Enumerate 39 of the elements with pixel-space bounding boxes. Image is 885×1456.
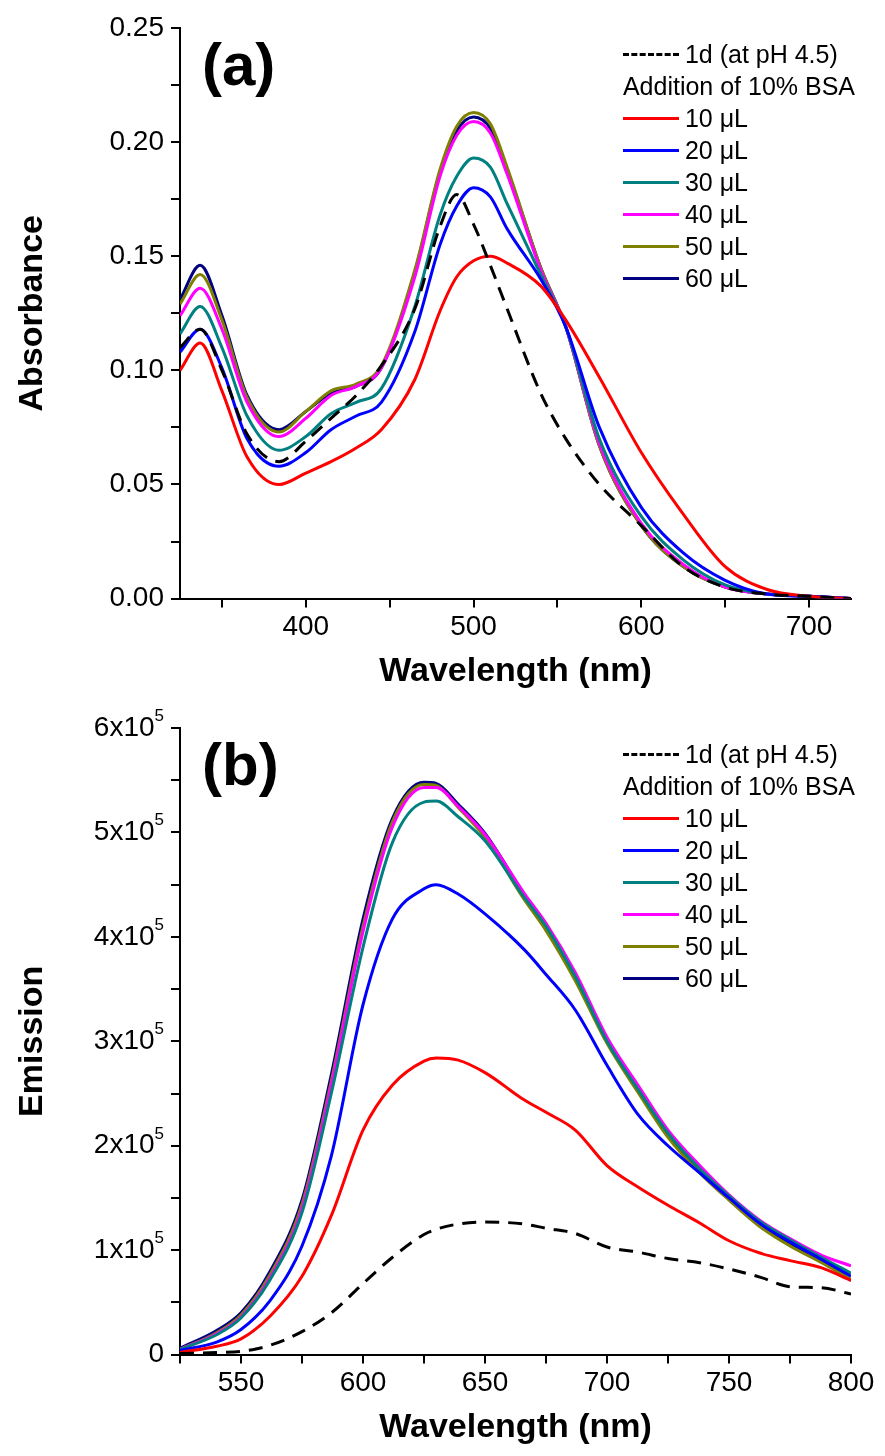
y-tick-label: 0.25 [109,10,164,42]
x-tick-label: 700 [785,610,833,642]
x-tick-label: 750 [705,1366,753,1398]
legend-label: 60 μL [684,263,748,294]
legend-label: 10 μL [684,803,748,834]
legend-label: 40 μL [684,199,748,230]
y-tick-label: 0.20 [109,124,164,156]
y-axis-title: Absorbance [10,215,49,412]
chart-title: (b) [202,730,279,799]
legend-title: Addition of 10% BSA [622,71,855,102]
legend-title: Addition of 10% BSA [622,771,855,802]
legend-label: 30 μL [684,867,748,898]
chart-title: (a) [202,30,276,99]
legend-label: 40 μL [684,899,748,930]
x-tick-label: 400 [282,610,330,642]
legend-label: 60 μL [684,963,748,994]
legend-label: 50 μL [684,931,748,962]
y-tick-label: 0 [148,1337,165,1369]
legend-label: 30 μL [684,167,748,198]
x-tick-label: 700 [583,1366,631,1398]
y-tick-label: 0.15 [109,238,164,270]
y-tick-label: 0.05 [109,467,164,499]
y-tick-label: 0.00 [109,581,164,613]
legend-label: 50 μL [684,231,748,262]
x-tick-label: 650 [461,1366,509,1398]
legend-label: 1d (at pH 4.5) [684,739,838,770]
legend-label: 10 μL [684,103,748,134]
x-tick-label: 800 [827,1366,875,1398]
legend-label: 1d (at pH 4.5) [684,39,838,70]
legend-label: 20 μL [684,835,748,866]
x-tick-label: 600 [339,1366,387,1398]
x-axis-title: Wavelength (nm) [379,649,652,688]
y-tick-label: 0.10 [109,353,164,385]
x-axis-title: Wavelength (nm) [379,1405,652,1444]
x-tick-label: 500 [450,610,497,642]
x-tick-label: 550 [217,1366,265,1398]
legend-label: 20 μL [684,135,748,166]
y-axis-title: Emission [10,965,49,1117]
x-tick-label: 600 [617,610,665,642]
